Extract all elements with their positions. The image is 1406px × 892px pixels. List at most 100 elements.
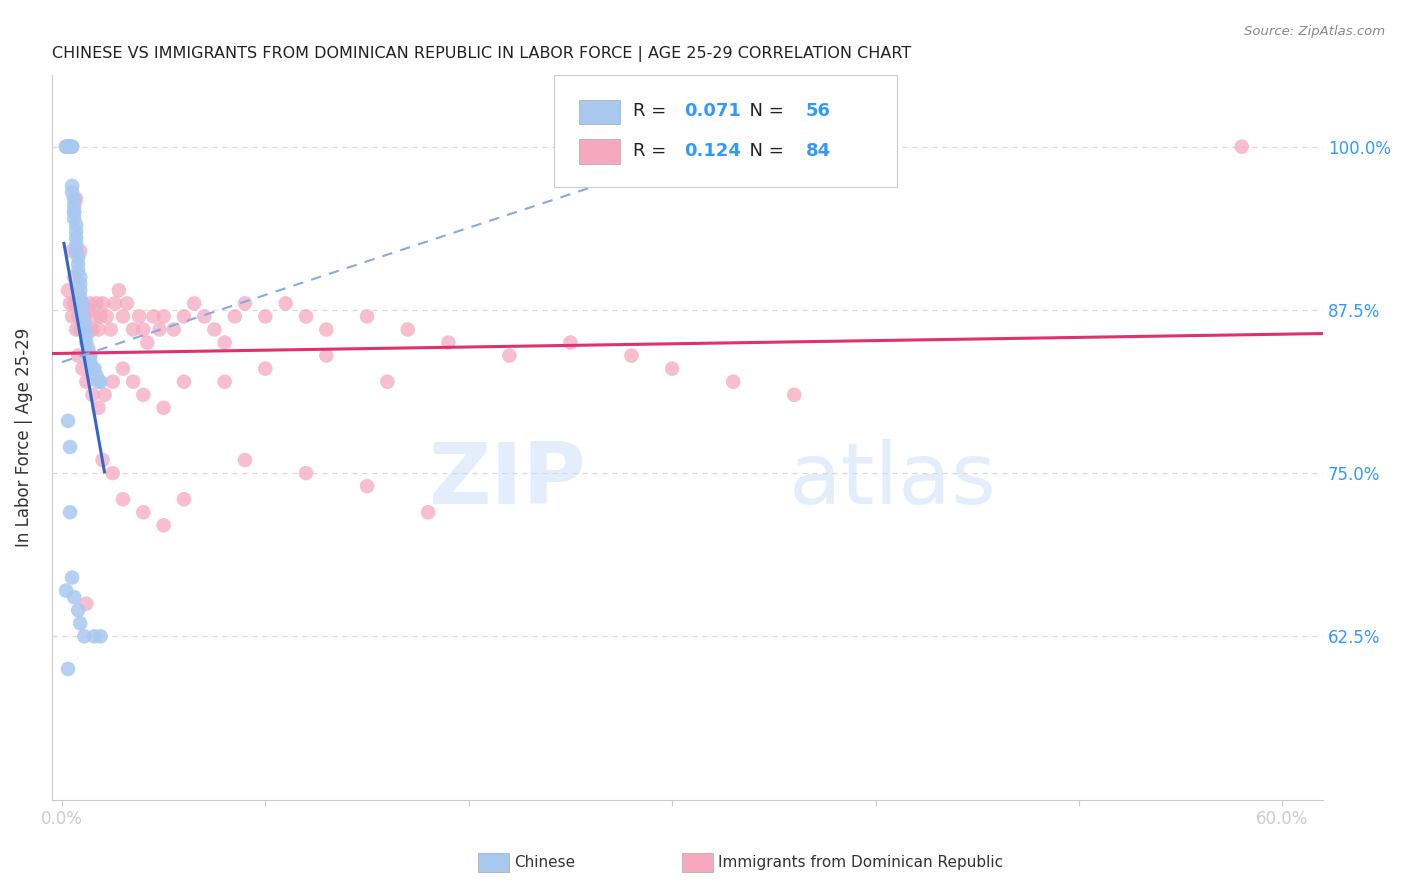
Point <box>73 322 96 336</box>
Point <box>60 139 83 153</box>
Text: Source: ZipAtlas.com: Source: ZipAtlas.com <box>1244 25 1385 38</box>
Point <box>65 322 87 336</box>
Point <box>377 375 399 389</box>
Point <box>152 518 174 533</box>
Point <box>67 257 90 271</box>
Point <box>87 401 110 415</box>
Point <box>56 283 79 297</box>
Point <box>65 296 87 310</box>
Point <box>73 310 96 324</box>
Point <box>122 375 145 389</box>
Point <box>721 375 744 389</box>
Point <box>65 237 87 252</box>
Text: ZIP: ZIP <box>427 439 586 522</box>
Point <box>100 322 122 336</box>
Point <box>204 322 226 336</box>
Point <box>83 361 105 376</box>
Point <box>173 492 195 507</box>
Point <box>86 368 108 383</box>
Point <box>56 139 79 153</box>
Point <box>783 388 806 402</box>
Point <box>193 310 215 324</box>
Point <box>69 283 91 297</box>
Point <box>224 310 246 324</box>
Point <box>142 310 165 324</box>
Point <box>173 310 195 324</box>
Point <box>56 139 79 153</box>
Text: N =: N = <box>738 142 790 160</box>
Point <box>79 349 101 363</box>
Point <box>75 375 97 389</box>
Point <box>69 277 91 291</box>
Point <box>91 453 114 467</box>
Text: R =: R = <box>633 102 672 120</box>
Point <box>111 310 134 324</box>
Point <box>72 310 94 324</box>
Point <box>115 296 138 310</box>
Point <box>59 139 82 153</box>
Text: CHINESE VS IMMIGRANTS FROM DOMINICAN REPUBLIC IN LABOR FORCE | AGE 25-29 CORRELA: CHINESE VS IMMIGRANTS FROM DOMINICAN REP… <box>52 46 911 62</box>
Point <box>163 322 186 336</box>
Point <box>67 251 90 265</box>
Point <box>90 629 112 643</box>
Point <box>67 349 90 363</box>
Point <box>60 186 83 200</box>
Point <box>69 290 91 304</box>
Point <box>56 139 79 153</box>
Text: 0.071: 0.071 <box>683 102 741 120</box>
Point <box>60 178 83 193</box>
Point <box>83 310 105 324</box>
Point <box>83 629 105 643</box>
Point <box>77 302 100 317</box>
Point <box>1230 139 1253 153</box>
Point <box>79 355 101 369</box>
Point <box>63 198 86 212</box>
Point <box>63 211 86 226</box>
Point <box>132 322 155 336</box>
Point <box>90 310 112 324</box>
Point <box>183 296 205 310</box>
Point <box>254 310 277 324</box>
Point <box>63 296 86 310</box>
Point <box>661 361 683 376</box>
Point <box>59 139 82 153</box>
Point <box>315 349 337 363</box>
Point <box>65 244 87 259</box>
Point <box>75 597 97 611</box>
Point <box>91 296 114 310</box>
Point <box>75 329 97 343</box>
Point <box>69 322 91 336</box>
Point <box>96 310 118 324</box>
Point <box>132 505 155 519</box>
Point <box>63 205 86 219</box>
Point <box>65 225 87 239</box>
Point <box>60 310 83 324</box>
Point <box>73 629 96 643</box>
Point <box>87 375 110 389</box>
Point <box>437 335 460 350</box>
Point <box>59 440 82 454</box>
Text: 84: 84 <box>806 142 831 160</box>
Point <box>72 296 94 310</box>
Point <box>82 388 104 402</box>
Point <box>56 662 79 676</box>
Text: atlas: atlas <box>789 439 997 522</box>
Point <box>60 244 83 259</box>
Point <box>67 310 90 324</box>
Point <box>111 492 134 507</box>
Point <box>65 192 87 206</box>
Point <box>65 218 87 232</box>
Point <box>59 296 82 310</box>
Point <box>72 361 94 376</box>
Point <box>396 322 419 336</box>
Point <box>356 310 378 324</box>
Point <box>72 296 94 310</box>
Point <box>86 296 108 310</box>
Point <box>75 335 97 350</box>
Point <box>59 505 82 519</box>
Point <box>77 342 100 356</box>
Point <box>69 244 91 259</box>
Bar <box>579 100 620 124</box>
Point <box>73 316 96 330</box>
Point <box>63 192 86 206</box>
